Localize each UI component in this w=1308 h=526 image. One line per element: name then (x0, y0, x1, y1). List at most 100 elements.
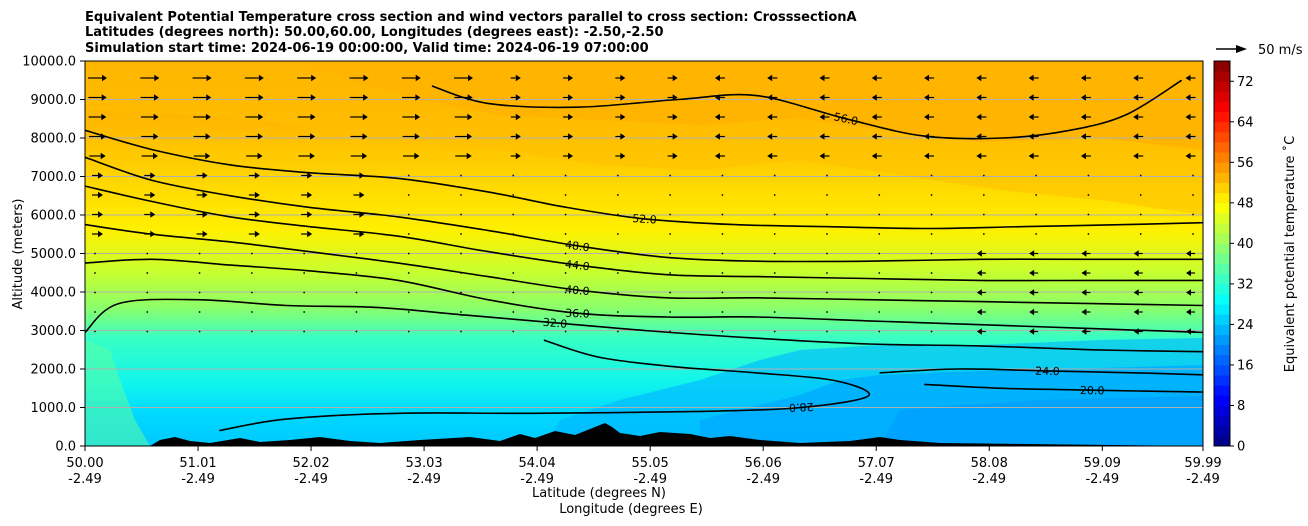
wind-vector-head (202, 172, 208, 179)
x-tick-label-lon: -2.49 (294, 472, 328, 487)
wind-vector (878, 233, 881, 235)
wind-vector-head (307, 191, 313, 199)
wind-vector (250, 252, 253, 255)
wind-vector (248, 211, 260, 218)
y-tick-label: 10000.0 (22, 55, 76, 70)
wind-vector-head (1081, 250, 1087, 257)
y-tick-label: 3000.0 (31, 324, 77, 339)
colorbar-level (1214, 405, 1230, 417)
wind-vector-head (98, 230, 103, 238)
wind-vector-head (976, 269, 982, 277)
colorbar-level (1214, 152, 1230, 163)
wind-vector-head (568, 74, 574, 82)
wind-vector-head (258, 113, 264, 121)
colorbar-level (1214, 273, 1230, 285)
wind-vector (350, 113, 368, 121)
wind-vectors (88, 74, 1196, 335)
colorbar-tick-label: 56 (1237, 156, 1254, 171)
wind-vector (1081, 308, 1091, 316)
wind-vector (512, 194, 515, 196)
wind-vector (669, 213, 672, 216)
wind-vector (616, 174, 619, 177)
wind-vector (1035, 213, 1038, 216)
colorbar-level (1214, 304, 1230, 315)
wind-vector-head (363, 74, 369, 82)
contour-line-24 (879, 368, 1203, 376)
plot-area: 56.0 52.0 48.0 44.0 40.0 36.032.0 28.0 24.0 20.0 (85, 61, 1203, 446)
wind-vector-head (414, 152, 420, 160)
wind-vector (826, 194, 828, 196)
colorbar-level (1214, 212, 1230, 224)
wind-vector (667, 152, 678, 160)
y-tick-label: 8000.0 (31, 132, 77, 147)
wind-vector (407, 272, 410, 274)
wind-vector (930, 252, 933, 255)
wind-vector (564, 233, 567, 235)
wind-vector (615, 74, 626, 82)
wind-vector (407, 174, 410, 177)
wind-vector (667, 74, 678, 82)
wind-vector (721, 291, 724, 294)
wind-vector (976, 328, 986, 335)
wind-vector-head (871, 74, 877, 82)
colorbar-level (1214, 385, 1230, 396)
wind-vector (767, 133, 778, 140)
wind-vector-head (1185, 113, 1191, 121)
wind-vector (297, 113, 316, 121)
wind-vector (245, 113, 264, 121)
wind-vector (615, 94, 626, 101)
wind-vector (1029, 289, 1039, 296)
wind-vector-head (150, 211, 156, 218)
wind-vector (350, 152, 368, 160)
wind-vector-head (150, 191, 156, 199)
colorbar-level (1214, 172, 1230, 183)
wind-vector-head (871, 94, 877, 101)
wind-vector-head (976, 133, 982, 140)
wind-vector-head (310, 113, 316, 121)
wind-vector (512, 272, 515, 274)
wind-vector (924, 133, 935, 140)
wind-vector-head (101, 133, 107, 140)
wind-vector (1186, 269, 1195, 277)
wind-vector (1028, 94, 1039, 101)
wind-vector (192, 74, 212, 82)
colorbar-tick-label: 48 (1237, 196, 1254, 211)
wind-vector (982, 174, 985, 177)
y-axis-label: Altitude (meters) (11, 199, 26, 310)
wind-vector (198, 272, 201, 274)
left-warm-region (85, 340, 150, 446)
wind-vector (303, 311, 306, 313)
wind-vector-head (1133, 328, 1139, 335)
wind-vector (878, 252, 881, 255)
wind-vector-head (767, 133, 773, 140)
wind-vector-head (359, 191, 365, 199)
wind-vector (564, 311, 567, 313)
colorbar: 0 8 16 24 32 40 48 56 64 72 (1213, 60, 1254, 455)
colorbar-level (1214, 435, 1230, 447)
wind-vector (563, 113, 574, 121)
wind-vector (982, 233, 985, 235)
wind-vector (773, 330, 776, 333)
wind-vector-head (620, 133, 626, 140)
wind-vector-head (1133, 269, 1139, 277)
wind-vector-head (515, 152, 521, 160)
wind-vector (714, 113, 725, 121)
wind-vector (564, 194, 567, 196)
wind-vector (767, 94, 778, 101)
wind-vector-head (359, 172, 365, 179)
wind-vector (616, 291, 619, 294)
wind-vector (248, 191, 260, 199)
colorbar-level (1214, 81, 1230, 92)
wind-vector-head (206, 74, 212, 82)
wind-vector-head (976, 250, 982, 257)
x-tick-label-lon: -2.49 (972, 472, 1006, 487)
wind-vector (767, 74, 778, 82)
wind-vector-head (924, 152, 930, 160)
wind-vector (1192, 233, 1194, 235)
wind-vector (1080, 113, 1091, 121)
wind-vector (248, 172, 260, 179)
wind-vector-head (1133, 152, 1139, 160)
wind-vector (298, 152, 315, 160)
wind-vector (1081, 250, 1091, 257)
wind-vector (982, 213, 985, 216)
